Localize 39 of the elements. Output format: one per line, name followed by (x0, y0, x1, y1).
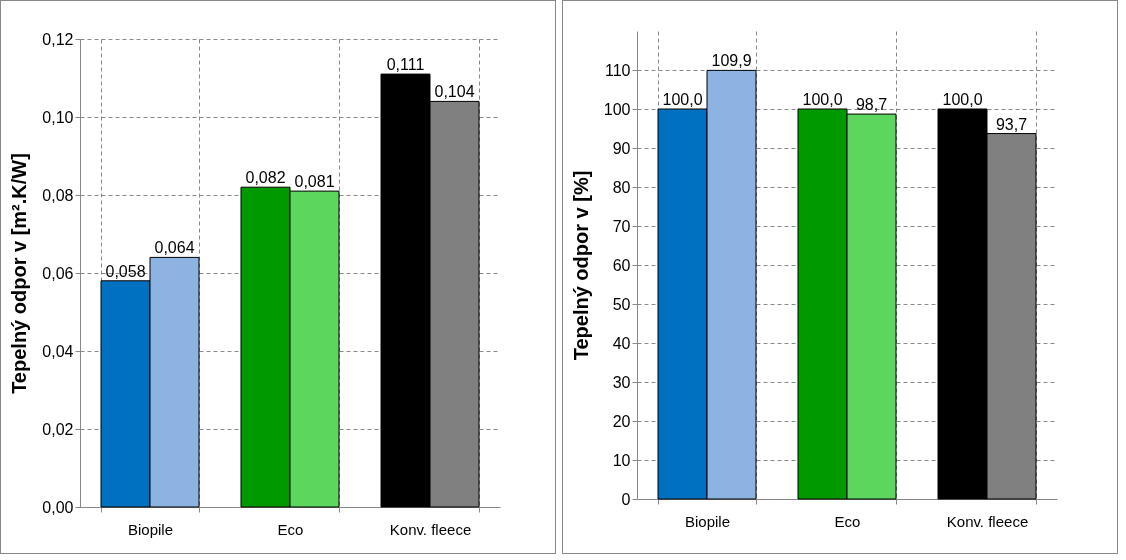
data-label: 100,0 (942, 91, 983, 108)
x-tick-label: Konv. fleece (389, 520, 472, 538)
y-tick-label: 90 (612, 139, 631, 157)
data-label: 109,9 (711, 52, 752, 70)
x-tick-label: Biopile (684, 512, 731, 530)
y-tick-label: 100 (603, 100, 631, 118)
data-label: 100,0 (802, 91, 843, 108)
y-tick-label: 80 (612, 178, 631, 196)
x-tick-label: Eco (277, 520, 304, 538)
y-tick-label: 50 (612, 295, 631, 313)
x-tick-label: Biopile (127, 520, 174, 538)
y-tick-label: 0,02 (42, 420, 74, 438)
x-tick-label: Eco (834, 512, 861, 530)
y-tick-label: 10 (612, 451, 631, 469)
y-tick-label: 30 (612, 373, 631, 391)
data-label: 0,058 (105, 262, 146, 280)
y-tick-label: 110 (604, 61, 631, 79)
x-tick-label: Konv. fleece (946, 512, 1029, 530)
y-axis-title: Tepelný odpor v [m².K/W] (8, 153, 31, 394)
data-label: 0,082 (245, 169, 286, 187)
data-label: 0,111 (386, 56, 425, 74)
data-label: 98,7 (855, 96, 888, 114)
y-tick-label: 0,08 (42, 186, 74, 204)
data-label: 93,7 (995, 115, 1028, 133)
y-tick-label: 0 (621, 490, 631, 508)
data-label: 0,104 (434, 83, 475, 101)
y-tick-label: 40 (612, 334, 631, 352)
data-label: 100,0 (662, 91, 703, 108)
y-tick-label: 60 (612, 256, 631, 274)
y-tick-label: 0,06 (42, 264, 74, 282)
y-tick-label: 0,04 (42, 342, 74, 360)
data-label: 0,064 (154, 239, 195, 257)
y-tick-label: 0,00 (42, 498, 74, 516)
y-axis-title: Tepelný odpor v [%] (569, 170, 592, 361)
y-tick-label: 20 (612, 412, 631, 430)
data-label: 0,081 (294, 173, 335, 191)
y-tick-label: 0,12 (42, 30, 74, 48)
y-tick-label: 70 (612, 217, 631, 235)
y-tick-label: 0,10 (42, 108, 74, 126)
